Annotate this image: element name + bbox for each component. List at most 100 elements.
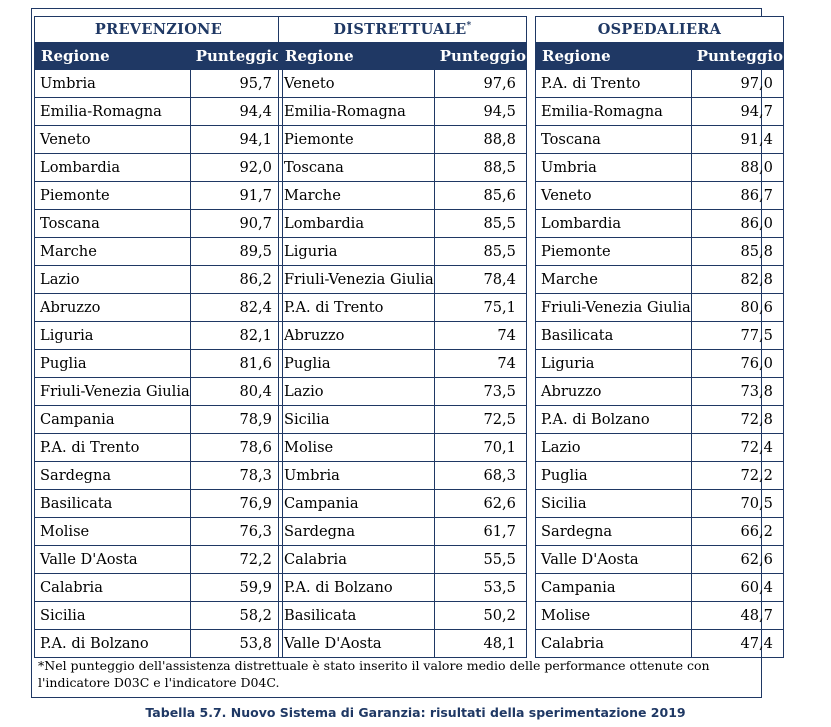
region-cell: Valle D'Aosta: [535, 545, 692, 574]
table-ospedaliera: OSPEDALIERA Regione Punteggio P.A. di Tr…: [535, 16, 784, 658]
table-row: Molise 76,3: [34, 517, 283, 546]
score-cell: 85,5: [433, 209, 527, 238]
region-cell: Basilicata: [34, 489, 191, 518]
table-row: Umbria 88,0: [535, 153, 784, 182]
table-row: Emilia-Romagna 94,5: [278, 97, 527, 126]
score-cell: 62,6: [690, 545, 784, 574]
region-cell: Friuli-Venezia Giulia: [535, 293, 692, 322]
score-cell: 55,5: [433, 545, 527, 574]
score-cell: 77,5: [690, 321, 784, 350]
table-row: Basilicata 77,5: [535, 321, 784, 350]
table-row: Friuli-Venezia Giulia 80,4: [34, 377, 283, 406]
score-cell: 74: [433, 349, 527, 378]
score-cell: 50,2: [433, 601, 527, 630]
table-distrettuale: DISTRETTUALE* Regione Punteggio Veneto 97…: [278, 16, 527, 658]
table-row: Molise 48,7: [535, 601, 784, 630]
region-cell: Puglia: [278, 349, 435, 378]
region-cell: Calabria: [535, 629, 692, 658]
table-row: Puglia 72,2: [535, 461, 784, 490]
column-header-score: Punteggio: [433, 42, 527, 70]
score-cell: 80,6: [690, 293, 784, 322]
score-cell: 82,4: [189, 293, 283, 322]
region-cell: Toscana: [34, 209, 191, 238]
score-cell: 94,7: [690, 97, 784, 126]
table-row: Valle D'Aosta 48,1: [278, 629, 527, 658]
table-title-text: DISTRETTUALE: [333, 21, 467, 38]
region-cell: Campania: [278, 489, 435, 518]
region-cell: Sicilia: [34, 601, 191, 630]
table-row: Abruzzo 74: [278, 321, 527, 350]
column-header-region: Regione: [278, 42, 435, 70]
score-cell: 88,0: [690, 153, 784, 182]
table-row: Lombardia 85,5: [278, 209, 527, 238]
table-body: Veneto 97,6 Emilia-Romagna 94,5 Piemonte 88,8…: [278, 69, 527, 658]
footnote: *Nel punteggio dell'assistenza distrettu…: [38, 658, 710, 690]
score-cell: 82,8: [690, 265, 784, 294]
score-cell: 86,2: [189, 265, 283, 294]
region-cell: Basilicata: [278, 601, 435, 630]
region-cell: Molise: [535, 601, 692, 630]
region-cell: Umbria: [34, 69, 191, 98]
table-row: Emilia-Romagna 94,4: [34, 97, 283, 126]
region-cell: Veneto: [535, 181, 692, 210]
column-header-score: Punteggio: [189, 42, 283, 70]
table-row: Emilia-Romagna 94,7: [535, 97, 784, 126]
table-row: Toscana 91,4: [535, 125, 784, 154]
score-cell: 82,1: [189, 321, 283, 350]
region-cell: Emilia-Romagna: [34, 97, 191, 126]
region-cell: Abruzzo: [278, 321, 435, 350]
table-row: P.A. di Bolzano 53,5: [278, 573, 527, 602]
table-row: Piemonte 85,8: [535, 237, 784, 266]
score-cell: 72,5: [433, 405, 527, 434]
table-row: Liguria 76,0: [535, 349, 784, 378]
score-cell: 73,5: [433, 377, 527, 406]
table-row: Abruzzo 73,8: [535, 377, 784, 406]
table-row: Sardegna 78,3: [34, 461, 283, 490]
region-cell: P.A. di Bolzano: [278, 573, 435, 602]
score-cell: 68,3: [433, 461, 527, 490]
table-row: Campania 60,4: [535, 573, 784, 602]
table-row: Lazio 73,5: [278, 377, 527, 406]
score-cell: 75,1: [433, 293, 527, 322]
score-cell: 95,7: [189, 69, 283, 98]
region-cell: Valle D'Aosta: [34, 545, 191, 574]
score-cell: 48,7: [690, 601, 784, 630]
table-row: Lazio 86,2: [34, 265, 283, 294]
score-cell: 81,6: [189, 349, 283, 378]
score-cell: 72,2: [690, 461, 784, 490]
score-cell: 48,1: [433, 629, 527, 658]
region-cell: Abruzzo: [34, 293, 191, 322]
table-row: Calabria 47,4: [535, 629, 784, 658]
region-cell: Liguria: [535, 349, 692, 378]
footnote-marker: *: [466, 21, 472, 32]
region-cell: Lazio: [34, 265, 191, 294]
score-cell: 78,9: [189, 405, 283, 434]
region-cell: Lombardia: [34, 153, 191, 182]
score-cell: 70,5: [690, 489, 784, 518]
table-row: Marche 85,6: [278, 181, 527, 210]
region-cell: P.A. di Trento: [34, 433, 191, 462]
table-row: Veneto 94,1: [34, 125, 283, 154]
score-cell: 90,7: [189, 209, 283, 238]
region-cell: Sardegna: [34, 461, 191, 490]
table-row: Veneto 86,7: [535, 181, 784, 210]
score-cell: 72,2: [189, 545, 283, 574]
score-cell: 85,8: [690, 237, 784, 266]
region-cell: Toscana: [278, 153, 435, 182]
region-cell: Puglia: [535, 461, 692, 490]
region-cell: Puglia: [34, 349, 191, 378]
table-row: Lombardia 92,0: [34, 153, 283, 182]
table-row: P.A. di Bolzano 72,8: [535, 405, 784, 434]
score-cell: 94,1: [189, 125, 283, 154]
region-cell: Piemonte: [34, 181, 191, 210]
region-cell: Friuli-Venezia Giulia: [34, 377, 191, 406]
score-cell: 94,5: [433, 97, 527, 126]
region-cell: Piemonte: [535, 237, 692, 266]
score-cell: 86,0: [690, 209, 784, 238]
table-row: P.A. di Trento 97,0: [535, 69, 784, 98]
score-cell: 73,8: [690, 377, 784, 406]
table-row: Marche 89,5: [34, 237, 283, 266]
score-cell: 76,0: [690, 349, 784, 378]
score-cell: 72,8: [690, 405, 784, 434]
table-row: Toscana 88,5: [278, 153, 527, 182]
